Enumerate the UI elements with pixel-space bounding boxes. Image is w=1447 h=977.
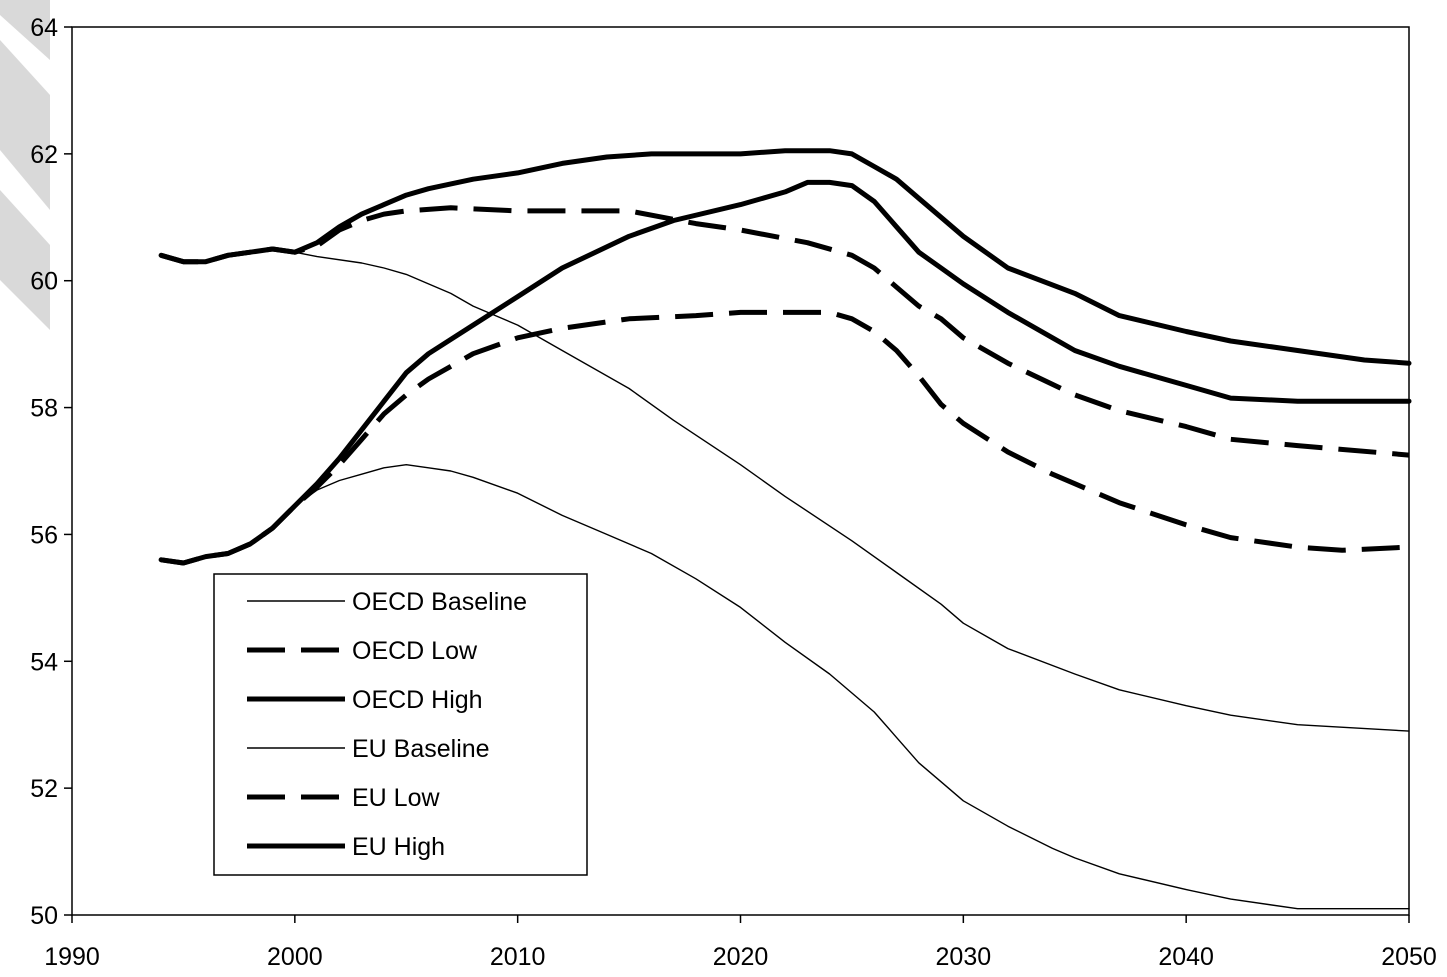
series-line-oecd-low	[160, 205, 1410, 458]
axes: 1990 2000 2010 2020 2030 2040 2050 50 52 54 56 58 60…	[30, 14, 1437, 971]
legend-label: EU High	[352, 833, 445, 861]
x-tick-label: 1990	[44, 943, 100, 971]
series-line-eu-low	[160, 309, 1410, 566]
y-tick-label: 52	[30, 775, 58, 803]
legend-label: OECD High	[352, 686, 483, 714]
x-tick-label: 2040	[1158, 943, 1214, 971]
series-lines	[158, 148, 1412, 910]
legend-label: OECD Low	[352, 637, 478, 665]
x-tick-label: 2000	[267, 943, 323, 971]
legend-label: EU Baseline	[352, 735, 490, 763]
y-tick-label: 62	[30, 141, 58, 169]
legend-label: OECD Baseline	[352, 588, 527, 616]
series-line-oecd-high	[158, 148, 1412, 366]
x-tick-label: 2030	[936, 943, 992, 971]
y-tick-label: 54	[30, 648, 58, 676]
y-tick-label: 60	[30, 268, 58, 296]
x-tick-label: 2020	[713, 943, 769, 971]
y-tick-label: 50	[30, 902, 58, 930]
y-tick-label: 58	[30, 395, 58, 423]
y-tick-label: 64	[30, 14, 58, 42]
x-tick-label: 2010	[490, 943, 546, 971]
x-tick-label: 2050	[1381, 943, 1437, 971]
legend-label: EU Low	[352, 784, 440, 812]
y-tick-label: 56	[30, 521, 58, 549]
legend-box	[213, 573, 588, 876]
background-decoration	[0, 0, 50, 330]
series-line-eu-high	[158, 179, 1412, 566]
legend: OECD Baseline OECD Low OECD High EU Baselin…	[213, 573, 588, 876]
